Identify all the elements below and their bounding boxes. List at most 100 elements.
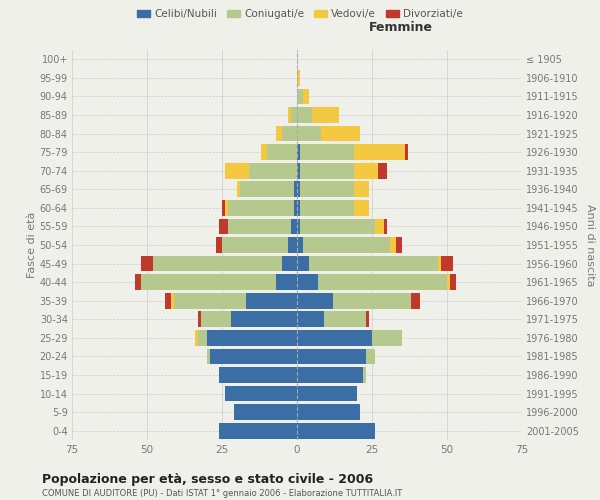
Bar [372,330,402,346]
Bar [366,312,369,327]
Bar [297,404,360,420]
Bar [237,182,240,197]
Bar [441,256,453,272]
Bar [198,312,201,327]
Bar [297,274,318,290]
Bar [303,88,309,104]
Bar [297,88,303,104]
Bar [324,312,366,327]
Bar [207,330,297,346]
Bar [174,293,246,308]
Bar [225,386,297,402]
Bar [219,367,297,383]
Bar [297,70,300,86]
Bar [411,293,420,308]
Bar [303,237,390,253]
Y-axis label: Anni di nascita: Anni di nascita [584,204,595,286]
Bar [297,107,312,123]
Bar [228,218,291,234]
Bar [228,200,294,216]
Bar [276,126,282,142]
Bar [294,200,297,216]
Bar [300,163,354,178]
Bar [354,144,405,160]
Bar [300,200,354,216]
Bar [294,182,297,197]
Bar [300,218,375,234]
Bar [210,348,297,364]
Bar [297,200,300,216]
Bar [297,163,300,178]
Bar [438,256,441,272]
Bar [405,144,408,160]
Bar [318,274,447,290]
Text: Popolazione per età, sesso e stato civile - 2006: Popolazione per età, sesso e stato civil… [42,472,373,486]
Bar [231,312,297,327]
Bar [297,218,300,234]
Bar [297,293,333,308]
Bar [234,404,297,420]
Bar [297,367,363,383]
Text: COMUNE DI AUDITORE (PU) - Dati ISTAT 1° gennaio 2006 - Elaborazione TUTTITALIA.I: COMUNE DI AUDITORE (PU) - Dati ISTAT 1° … [42,489,402,498]
Bar [378,163,387,178]
Bar [222,237,288,253]
Bar [201,312,231,327]
Bar [297,348,366,364]
Legend: Celibi/Nubili, Coniugati/e, Vedovi/e, Divorziati/e: Celibi/Nubili, Coniugati/e, Vedovi/e, Di… [133,5,467,24]
Bar [249,163,297,178]
Bar [276,274,297,290]
Bar [141,274,276,290]
Bar [321,126,360,142]
Bar [291,107,297,123]
Bar [288,237,297,253]
Bar [363,367,366,383]
Bar [354,200,369,216]
Bar [225,200,228,216]
Bar [297,126,321,142]
Bar [297,144,300,160]
Bar [297,386,357,402]
Bar [165,293,171,308]
Bar [366,348,375,364]
Bar [309,256,438,272]
Y-axis label: Fasce di età: Fasce di età [26,212,37,278]
Bar [288,107,291,123]
Bar [297,237,303,253]
Bar [297,256,309,272]
Bar [240,182,294,197]
Bar [291,218,297,234]
Bar [300,182,354,197]
Bar [171,293,174,308]
Bar [450,274,456,290]
Bar [297,182,300,197]
Bar [354,163,378,178]
Bar [282,256,297,272]
Bar [207,348,210,364]
Bar [390,237,396,253]
Bar [354,182,369,197]
Bar [219,218,228,234]
Bar [375,218,384,234]
Bar [300,144,354,160]
Bar [333,293,411,308]
Bar [216,237,222,253]
Bar [246,293,297,308]
Bar [225,163,249,178]
Bar [282,126,297,142]
Bar [297,423,375,438]
Bar [222,200,225,216]
Bar [153,256,282,272]
Bar [384,218,387,234]
Bar [447,274,450,290]
Bar [396,237,402,253]
Bar [198,330,207,346]
Text: Femmine: Femmine [368,22,433,35]
Bar [297,312,324,327]
Bar [219,423,297,438]
Bar [261,144,267,160]
Bar [195,330,198,346]
Bar [141,256,153,272]
Bar [267,144,297,160]
Bar [135,274,141,290]
Bar [297,330,372,346]
